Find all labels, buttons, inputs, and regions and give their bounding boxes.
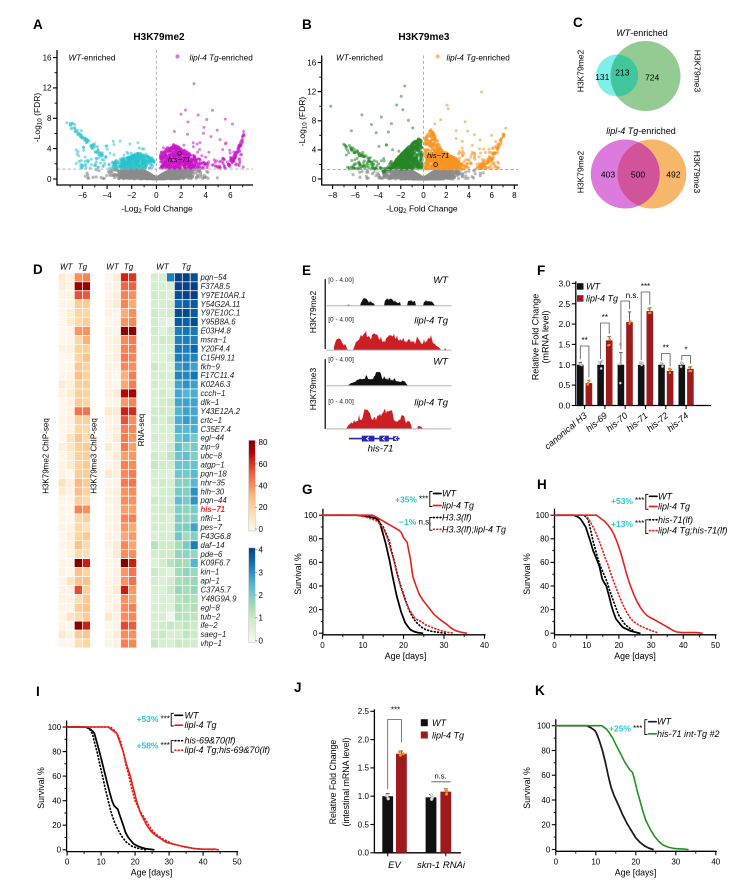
svg-text:K: K [535,683,545,698]
svg-text:−6: −6 [78,191,88,200]
svg-text:-Log2 Fold Change: -Log2 Fold Change [121,204,193,216]
svg-text:12: 12 [43,84,52,93]
svg-text:−2: −2 [127,191,137,200]
svg-text:WT-enriched: WT-enriched [69,53,116,62]
svg-text:-Log10 (FDR): -Log10 (FDR) [32,93,44,143]
svg-text:4: 4 [203,191,208,200]
svg-text:0: 0 [47,175,52,184]
svg-text:J: J [294,680,302,695]
svg-text:8: 8 [47,114,52,123]
svg-text:H: H [537,477,547,492]
svg-text:C: C [573,15,583,30]
svg-text:his−71: his−71 [168,155,190,164]
svg-text:2: 2 [179,191,184,200]
svg-text:E: E [302,263,311,278]
svg-text:I: I [36,684,40,699]
svg-text:A: A [33,17,43,32]
svg-text:F: F [537,263,545,278]
svg-text:0: 0 [154,191,159,200]
svg-text:lipl-4 Tg-enriched: lipl-4 Tg-enriched [190,53,254,62]
svg-text:−4: −4 [103,191,113,200]
svg-text:16: 16 [43,53,52,62]
svg-text:D: D [33,262,43,277]
svg-text:4: 4 [47,144,52,153]
svg-text:B: B [302,17,312,32]
svg-text:G: G [302,482,313,497]
svg-text:H3K79me2: H3K79me2 [133,32,185,43]
svg-text:6: 6 [228,191,233,200]
